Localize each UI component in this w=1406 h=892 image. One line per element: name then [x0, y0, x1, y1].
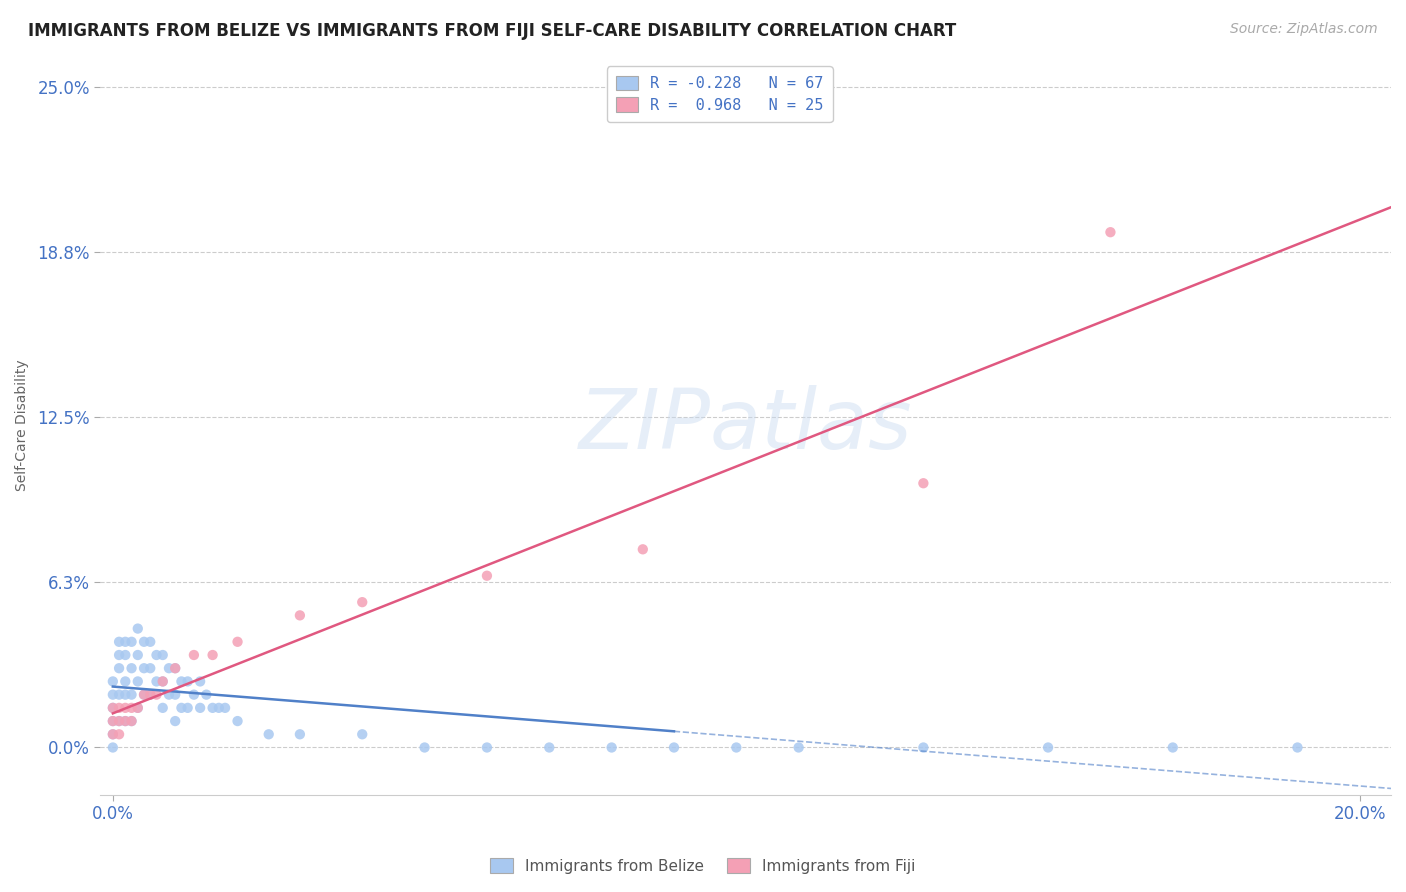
Point — [1099, 225, 1122, 239]
Point — [183, 648, 205, 662]
Point — [108, 688, 131, 702]
Point — [1286, 740, 1309, 755]
Point — [176, 701, 198, 715]
Point — [127, 622, 149, 636]
Point — [132, 634, 155, 648]
Point — [165, 661, 187, 675]
Point — [226, 714, 249, 728]
Point — [152, 674, 174, 689]
Point — [108, 701, 131, 715]
Point — [101, 701, 124, 715]
Point — [152, 648, 174, 662]
Point — [170, 701, 193, 715]
Legend: Immigrants from Belize, Immigrants from Fiji: Immigrants from Belize, Immigrants from … — [484, 852, 922, 880]
Point — [108, 727, 131, 741]
Point — [165, 661, 187, 675]
Point — [288, 727, 311, 741]
Point — [912, 476, 935, 491]
Point — [108, 714, 131, 728]
Point — [145, 648, 167, 662]
Point — [1036, 740, 1059, 755]
Point — [288, 608, 311, 623]
Point — [165, 688, 187, 702]
Point — [114, 688, 136, 702]
Point — [475, 568, 498, 582]
Point — [121, 688, 143, 702]
Point — [787, 740, 810, 755]
Text: IMMIGRANTS FROM BELIZE VS IMMIGRANTS FROM FIJI SELF-CARE DISABILITY CORRELATION : IMMIGRANTS FROM BELIZE VS IMMIGRANTS FRO… — [28, 22, 956, 40]
Point — [114, 648, 136, 662]
Point — [152, 701, 174, 715]
Point — [352, 595, 374, 609]
Point — [188, 674, 211, 689]
Point — [475, 740, 498, 755]
Point — [127, 648, 149, 662]
Point — [165, 714, 187, 728]
Point — [101, 727, 124, 741]
Point — [600, 740, 623, 755]
Point — [114, 714, 136, 728]
Point — [226, 634, 249, 648]
Point — [912, 740, 935, 755]
Point — [101, 727, 124, 741]
Point — [114, 714, 136, 728]
Point — [157, 661, 180, 675]
Point — [152, 674, 174, 689]
Y-axis label: Self-Care Disability: Self-Care Disability — [15, 359, 30, 491]
Point — [352, 727, 374, 741]
Text: ZIPatlas: ZIPatlas — [579, 384, 912, 466]
Point — [121, 714, 143, 728]
Point — [1161, 740, 1184, 755]
Point — [127, 701, 149, 715]
Point — [114, 701, 136, 715]
Point — [108, 661, 131, 675]
Point — [183, 688, 205, 702]
Point — [101, 674, 124, 689]
Point — [139, 634, 162, 648]
Point — [139, 688, 162, 702]
Point — [108, 714, 131, 728]
Point — [257, 727, 280, 741]
Point — [132, 688, 155, 702]
Point — [139, 661, 162, 675]
Point — [725, 740, 748, 755]
Point — [132, 661, 155, 675]
Point — [195, 688, 218, 702]
Point — [101, 740, 124, 755]
Point — [176, 674, 198, 689]
Point — [132, 688, 155, 702]
Point — [101, 688, 124, 702]
Point — [121, 661, 143, 675]
Point — [101, 701, 124, 715]
Point — [170, 674, 193, 689]
Point — [127, 674, 149, 689]
Legend: R = -0.228   N = 67, R =  0.968   N = 25: R = -0.228 N = 67, R = 0.968 N = 25 — [607, 67, 832, 122]
Point — [662, 740, 685, 755]
Point — [121, 701, 143, 715]
Point — [121, 634, 143, 648]
Point — [127, 701, 149, 715]
Point — [201, 701, 224, 715]
Point — [208, 701, 231, 715]
Point — [101, 714, 124, 728]
Point — [139, 688, 162, 702]
Point — [101, 714, 124, 728]
Point — [631, 542, 654, 557]
Point — [201, 648, 224, 662]
Point — [108, 648, 131, 662]
Point — [114, 674, 136, 689]
Point — [538, 740, 561, 755]
Point — [108, 634, 131, 648]
Point — [157, 688, 180, 702]
Point — [214, 701, 236, 715]
Point — [188, 701, 211, 715]
Point — [114, 634, 136, 648]
Point — [145, 688, 167, 702]
Text: Source: ZipAtlas.com: Source: ZipAtlas.com — [1230, 22, 1378, 37]
Point — [413, 740, 436, 755]
Point — [121, 714, 143, 728]
Point — [145, 674, 167, 689]
